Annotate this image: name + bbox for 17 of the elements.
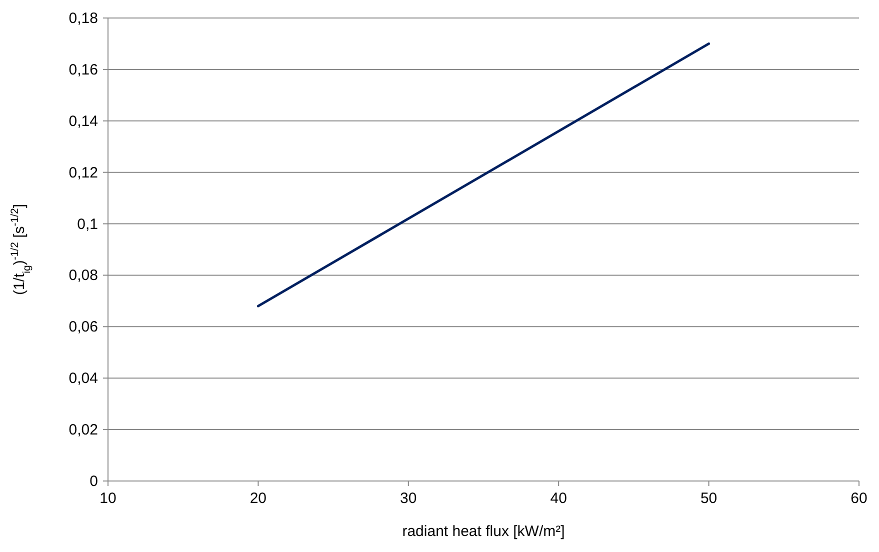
y-tick-label: 0,04	[68, 370, 98, 388]
y-tick-label: 0	[90, 473, 98, 490]
x-tick-label: 50	[700, 490, 718, 507]
y-tick-label: 0,16	[68, 61, 98, 78]
x-tick-label: 30	[400, 490, 417, 507]
x-tick-label: 10	[100, 490, 116, 507]
x-tick-label: 20	[250, 490, 267, 507]
y-tick-label: 0,1	[77, 216, 98, 233]
y-tick-label: 0,12	[68, 164, 98, 182]
y-tick-label: 0,18	[68, 10, 98, 27]
x-axis-title: radiant heat flux [kW/m²]	[402, 523, 565, 540]
x-tick-label: 60	[850, 490, 868, 507]
y-tick-label: 0,02	[68, 422, 98, 439]
y-tick-label: 0,08	[68, 267, 98, 284]
y-tick-label: 0,14	[68, 112, 98, 130]
y-tick-label: 0,06	[68, 318, 98, 336]
x-tick-label: 40	[550, 490, 567, 507]
